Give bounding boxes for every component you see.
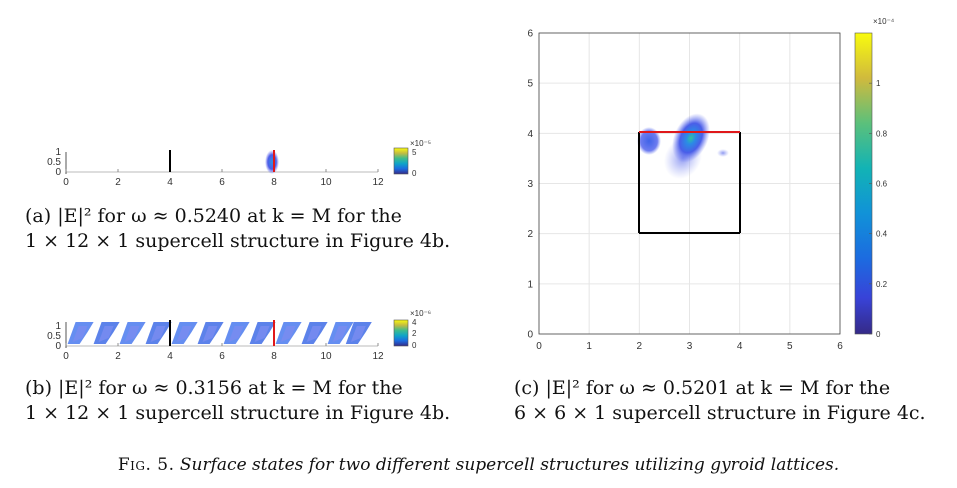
panel-a-xtick-label: 4 [167, 177, 173, 188]
panel-b-caption: (b) |E|² for ω ≈ 0.3156 at k = M for the… [25, 376, 450, 426]
panel-c-colorbar-exponent: ×10⁻⁴ [873, 17, 895, 26]
panel-c-caption-line2: 6 × 6 × 1 supercell structure in Figure … [514, 402, 926, 424]
panel-c-colorbar-tick: 0.6 [876, 180, 888, 189]
figure-caption-label: Fig. 5. [117, 455, 175, 475]
panel-a-ytick-label: 1 [55, 147, 61, 158]
panel-b-xtick-label: 0 [63, 351, 69, 362]
panel-b-hotspot [119, 322, 146, 344]
panel-c-caption: (c) |E|² for ω ≈ 0.5201 at k = M for the… [514, 376, 926, 426]
panel-b-hotspot [171, 322, 198, 344]
panel-b-caption-line1: (b) |E|² for ω ≈ 0.3156 at k = M for the [25, 377, 403, 399]
panel-c-caption-line1: (c) |E|² for ω ≈ 0.5201 at k = M for the [514, 377, 891, 399]
panel-a-colorbar [393, 147, 409, 175]
panel-b-xtick-label: 12 [372, 351, 384, 362]
panel-c-colorbar-tick: 0.4 [876, 230, 888, 239]
panel-b-plot: 0 2 4 6 8 10 12 10.50 ×10⁻⁶ 4 2 0 [47, 309, 431, 362]
panel-b-hotspot [345, 322, 372, 344]
panel-b-ytick-label: 1 [55, 321, 61, 332]
panel-b-hotspot [67, 322, 94, 344]
panel-c-ytick-label: 0 [527, 330, 533, 341]
panel-b-ytick-label: 0.5 [47, 331, 61, 342]
panel-a-xtick-label: 0 [63, 177, 69, 188]
panel-a-colorbar-tick: 5 [412, 148, 417, 157]
panel-b-hotspot [301, 322, 328, 344]
panel-a-xtick-label: 2 [115, 177, 121, 188]
panel-b-colorbar-tick: 2 [412, 329, 417, 338]
panel-a-colorbar-tick: 0 [412, 169, 417, 178]
panel-b-hotspot [249, 322, 276, 344]
panel-b-colorbar-tick: 0 [412, 341, 417, 350]
panel-a-hotspot [265, 150, 279, 174]
panel-b-caption-line2: 1 × 12 × 1 supercell structure in Figure… [25, 402, 451, 424]
panel-b-ytick-label: 0 [55, 341, 61, 352]
panel-c-xtick-label: 2 [637, 341, 643, 352]
panel-b-hotspot [223, 322, 250, 344]
panel-b-hotspot [327, 322, 354, 344]
panel-b-xtick-label: 4 [167, 351, 173, 362]
panel-b-colorbar-tick: 4 [412, 318, 417, 327]
panel-c-xtick-label: 1 [586, 341, 592, 352]
panel-c-colorbar-tick: 0.2 [876, 280, 888, 289]
panel-c-hotspot-side [637, 127, 661, 155]
panel-c-hotspot-main [672, 113, 710, 163]
panel-a-xtick-label: 6 [219, 177, 225, 188]
figure-caption: Fig. 5. Surface states for two different… [0, 455, 957, 475]
panel-a-ytick-label: 0.5 [47, 157, 61, 168]
panel-a-caption-line2: 1 × 12 × 1 supercell structure in Figure… [25, 230, 451, 252]
panel-c-ytick-label: 3 [527, 179, 533, 190]
panel-c-xtick-label: 4 [737, 341, 743, 352]
panel-b-hotspot [93, 322, 120, 344]
panel-b-hotspot [197, 322, 224, 344]
panel-c-xtick-label: 6 [837, 341, 843, 352]
panel-a-xtick-label: 10 [320, 177, 332, 188]
panel-c-colorbar-tick: 1 [876, 79, 881, 88]
panel-b-colorbar [393, 319, 409, 347]
panel-c-plot: 0 1 2 3 4 5 6 0 1 2 3 4 5 6 ×10⁻⁴ 0 0.2 0.4 0.6 0.8 1 [527, 17, 895, 352]
panel-a-xtick-label: 12 [372, 177, 384, 188]
panel-c-ytick-label: 4 [527, 129, 533, 140]
panel-c-colorbar-tick: 0.8 [876, 129, 888, 138]
panel-b-hotspot [275, 322, 302, 344]
panel-c-ytick-label: 5 [527, 79, 533, 90]
panel-c-xtick-label: 3 [687, 341, 693, 352]
panel-c-frame [538, 32, 841, 335]
panel-c-xtick-label: 5 [787, 341, 793, 352]
panel-a-caption: (a) |E|² for ω ≈ 0.5240 at k = M for the… [25, 204, 450, 254]
panel-b-xtick-label: 6 [219, 351, 225, 362]
panel-c-ytick-label: 6 [527, 29, 533, 40]
panel-c-ytick-label: 2 [527, 229, 533, 240]
panel-b-colorbar-exponent: ×10⁻⁶ [410, 309, 431, 318]
panel-a-ytick-label: 0 [55, 167, 61, 178]
panel-a-plot: 0 2 4 6 8 10 12 10.50 ×10⁻⁵ 5 0 [47, 140, 431, 188]
panel-c-xtick-label: 0 [536, 341, 542, 352]
panel-b-xtick-label: 8 [271, 351, 277, 362]
panel-c-colorbar-tick: 0 [876, 330, 881, 339]
panel-b-hotspot [145, 322, 172, 344]
panel-a-colorbar-exponent: ×10⁻⁵ [410, 140, 431, 148]
panel-a-caption-line1: (a) |E|² for ω ≈ 0.5240 at k = M for the [25, 205, 402, 227]
panel-b-xtick-label: 2 [115, 351, 121, 362]
panel-c-ytick-label: 1 [527, 279, 533, 290]
figure-caption-text: Surface states for two different superce… [179, 455, 840, 475]
panel-c-hotspot-faint [717, 149, 729, 157]
panel-a-xtick-label: 8 [271, 177, 277, 188]
panel-b-xtick-label: 10 [320, 351, 332, 362]
